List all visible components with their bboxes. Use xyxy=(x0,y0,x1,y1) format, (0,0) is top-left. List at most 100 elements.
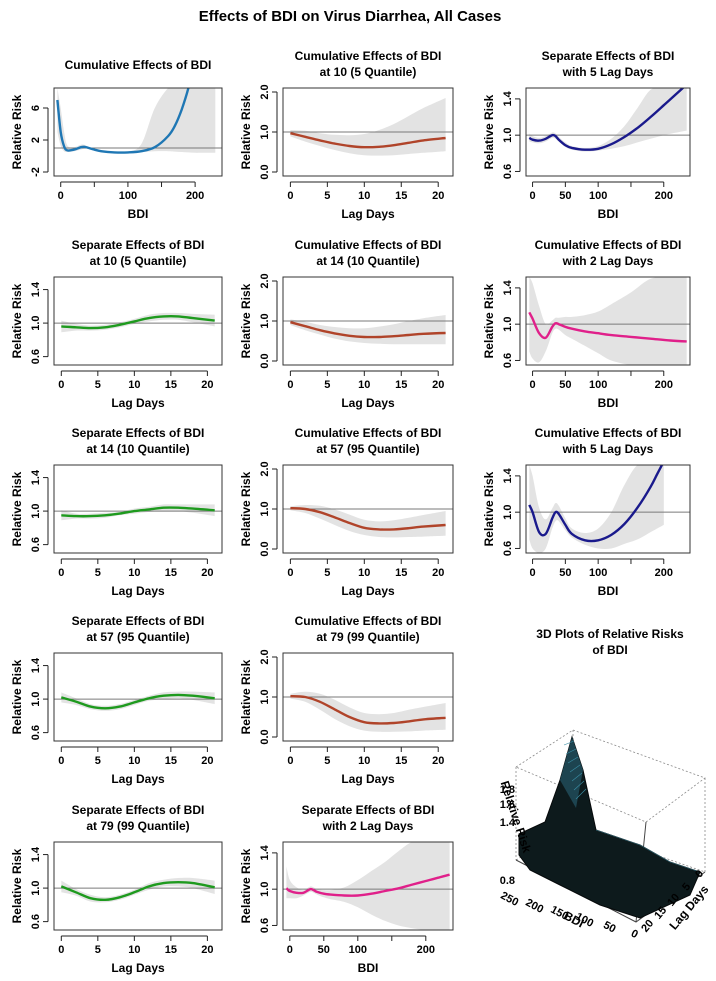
y-tick-label: 0.6 xyxy=(30,725,42,740)
panel-title: of BDI xyxy=(592,643,627,657)
panel-title: Cumulative Effects of BDI xyxy=(295,614,442,628)
y-tick-label: 1.0 xyxy=(30,315,42,330)
y-tick-label: 1.0 xyxy=(259,882,271,897)
panel-title: with 5 Lag Days xyxy=(562,442,654,456)
surface-mesh-ridge xyxy=(595,829,701,873)
y-tick-label: 1.0 xyxy=(30,691,42,706)
y-tick-label: 1.4 xyxy=(30,469,42,485)
y-tick-label: 1.0 xyxy=(259,124,271,139)
x-tick-label: 5 xyxy=(324,379,330,391)
y-axis-label: Relative Risk xyxy=(239,848,253,923)
y-tick-label: 1.4 xyxy=(502,90,514,106)
confidence-band xyxy=(290,315,446,345)
panel-title: at 57 (95 Quantile) xyxy=(86,630,189,644)
plot-frame xyxy=(282,841,454,931)
panel-title: Cumulative Effects of BDI xyxy=(295,426,442,440)
chart-panel-6: 0 50 100 200 0.6 1.0 1.4 BDI Relative Risk Cumula… xyxy=(482,238,691,410)
panel-title: Cumulative Effects of BDI xyxy=(535,238,682,252)
surface-3d-plot: 3D Plots of Relative Risks of BDI 1.8 1.6 1.… xyxy=(498,627,712,941)
x-tick-label: 20 xyxy=(432,755,444,767)
y-tick-label: -2 xyxy=(30,167,42,177)
plot-frame xyxy=(525,464,691,554)
x-axis-label: Lag Days xyxy=(111,772,165,786)
x-axis-label: BDI xyxy=(358,961,379,975)
panel-title: at 10 (5 Quantile) xyxy=(90,254,187,268)
chart-panel-7: 0 5 10 15 20 0.6 1.0 1.4 Lag Days Relative Risk Se… xyxy=(10,426,223,598)
x-tick-label: 0 xyxy=(58,190,64,202)
chart-panel-10: 0 5 10 15 20 0.6 1.0 1.4 Lag Days Relative Risk Se… xyxy=(10,614,223,786)
y-tick-label: 2.0 xyxy=(259,273,271,288)
confidence-band xyxy=(61,504,215,521)
plot-frame xyxy=(53,276,223,366)
y-axis-label: Relative Risk xyxy=(10,848,24,923)
x-tick-label: 15 xyxy=(395,755,407,767)
x-tick-label: 0 xyxy=(287,567,293,579)
confidence-band xyxy=(290,691,446,732)
chart-panel-11: 0 5 10 15 20 0.0 1.0 2.0 Lag Days Relative Risk Cu… xyxy=(239,614,454,786)
x-tick-label: 15 xyxy=(395,190,407,202)
x-tick-label: 20 xyxy=(201,755,213,767)
x-tick-label: 0 xyxy=(58,755,64,767)
surface-box-edge xyxy=(515,729,706,823)
z-tick-label: 1.8 xyxy=(500,784,515,796)
y-tick-label: 1.4 xyxy=(502,467,514,483)
panel-title: at 14 (10 Quantile) xyxy=(316,254,419,268)
panel-title: with 2 Lag Days xyxy=(562,254,654,268)
x-tick-label: 0 xyxy=(529,567,535,579)
surface-mesh-line xyxy=(565,748,577,755)
z-tick-label: 1.4 xyxy=(500,817,516,829)
y-tick-label: 0.0 xyxy=(259,164,271,179)
x-tick-label: 0 xyxy=(529,379,535,391)
panel-title: Separate Effects of BDI xyxy=(72,614,205,628)
chart-panel-8: 0 5 10 15 20 0.0 1.0 2.0 Lag Days Relative Risk Cu… xyxy=(239,426,454,598)
y-tick-label: 0.0 xyxy=(259,541,271,556)
panel-title: Separate Effects of BDI xyxy=(72,803,205,817)
panel-title: at 14 (10 Quantile) xyxy=(86,442,189,456)
x-axis-label: Lag Days xyxy=(111,584,165,598)
x-tick-label: 15 xyxy=(165,755,177,767)
y-tick-label: 1.4 xyxy=(30,657,42,673)
y-tick-label: 2.0 xyxy=(259,84,271,99)
x-tick-label: 10 xyxy=(128,944,140,956)
plot-frame xyxy=(282,87,454,177)
x-tick-label: 0 xyxy=(287,755,293,767)
y-tick-label: 1.0 xyxy=(259,313,271,328)
plot-frame xyxy=(282,276,454,366)
x-axis-label: Lag Days xyxy=(341,207,395,221)
x-tick-label: 5 xyxy=(324,567,330,579)
panel-title: with 2 Lag Days xyxy=(322,819,414,833)
x-tick-label: 10 xyxy=(128,379,140,391)
y-tick-label: 1.0 xyxy=(259,689,271,704)
y-tick-label: 0.0 xyxy=(259,353,271,368)
x-tick-label: 15 xyxy=(395,567,407,579)
panel-title: Cumulative Effects of BDI xyxy=(295,238,442,252)
bdi-tick-label: 200 xyxy=(523,897,545,916)
effect-curve xyxy=(285,873,450,897)
x-tick-label: 0 xyxy=(287,379,293,391)
confidence-band xyxy=(61,312,215,333)
x-tick-label: 20 xyxy=(432,190,444,202)
panel-title: Separate Effects of BDI xyxy=(302,803,435,817)
y-tick-label: 1.4 xyxy=(502,279,514,295)
x-tick-label: 5 xyxy=(324,190,330,202)
panel-title: at 79 (99 Quantile) xyxy=(316,630,419,644)
surface-mesh-line xyxy=(575,788,587,800)
effect-curve xyxy=(528,311,687,343)
x-tick-label: 20 xyxy=(201,567,213,579)
y-tick-label: 2 xyxy=(30,137,42,143)
y-axis-label: Relative Risk xyxy=(239,471,253,546)
plot-frame xyxy=(53,652,223,742)
x-tick-label: 10 xyxy=(358,567,370,579)
y-tick-label: 2.0 xyxy=(259,649,271,664)
x-tick-label: 0 xyxy=(287,190,293,202)
x-tick-label: 100 xyxy=(589,379,607,391)
effect-curve xyxy=(528,88,685,151)
y-axis-label: Relative Risk xyxy=(10,471,24,546)
plot-frame xyxy=(525,87,691,177)
surface-peak-highlight xyxy=(560,737,583,808)
figure-title: Effects of BDI on Virus Diarrhea, All Ca… xyxy=(199,8,502,25)
panel-title: at 10 (5 Quantile) xyxy=(320,65,417,79)
x-tick-label: 15 xyxy=(165,567,177,579)
x-tick-label: 5 xyxy=(95,379,101,391)
